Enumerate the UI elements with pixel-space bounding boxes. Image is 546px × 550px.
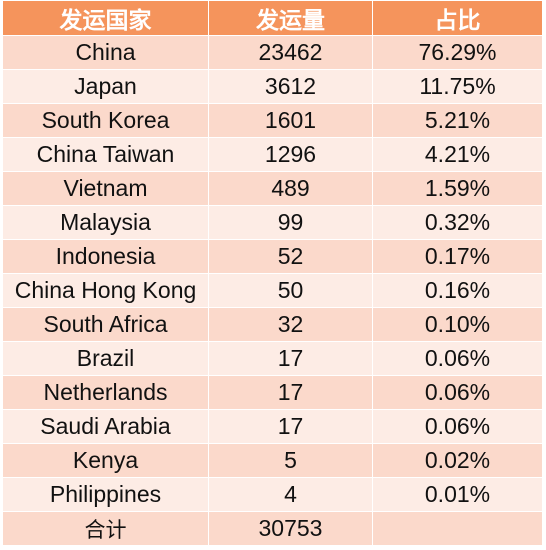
- cell-country: China Taiwan: [2, 137, 209, 172]
- table-row: Japan 3612 11.75%: [2, 69, 543, 104]
- table-row: South Africa 32 0.10%: [2, 307, 543, 342]
- header-country: 发运国家: [2, 0, 209, 36]
- cell-share: 1.59%: [372, 171, 543, 206]
- total-label: 合计: [2, 511, 209, 546]
- cell-country: Japan: [2, 69, 209, 104]
- cell-country: Vietnam: [2, 171, 209, 206]
- cell-country: Indonesia: [2, 239, 209, 274]
- cell-country: South Korea: [2, 103, 209, 138]
- cell-share: 0.16%: [372, 273, 543, 308]
- cell-share: 4.21%: [372, 137, 543, 172]
- cell-volume: 4: [208, 477, 373, 512]
- cell-share: 0.10%: [372, 307, 543, 342]
- cell-volume: 17: [208, 341, 373, 376]
- cell-share: 76.29%: [372, 35, 543, 70]
- table-row: China Taiwan 1296 4.21%: [2, 137, 543, 172]
- cell-share: 0.32%: [372, 205, 543, 240]
- cell-country: Philippines: [2, 477, 209, 512]
- table-row: Malaysia 99 0.32%: [2, 205, 543, 240]
- cell-share: 0.02%: [372, 443, 543, 478]
- total-volume: 30753: [208, 511, 373, 546]
- cell-share: 11.75%: [372, 69, 543, 104]
- cell-share: 5.21%: [372, 103, 543, 138]
- cell-country: Kenya: [2, 443, 209, 478]
- cell-volume: 1601: [208, 103, 373, 138]
- table-row: Netherlands 17 0.06%: [2, 375, 543, 410]
- cell-volume: 17: [208, 409, 373, 444]
- header-row: 发运国家 发运量 占比: [2, 0, 543, 36]
- table-row: Vietnam 489 1.59%: [2, 171, 543, 206]
- cell-share: 0.01%: [372, 477, 543, 512]
- header-share: 占比: [372, 0, 543, 36]
- table-row: Philippines 4 0.01%: [2, 477, 543, 512]
- table-row: Saudi Arabia 17 0.06%: [2, 409, 543, 444]
- table-header: 发运国家 发运量 占比: [2, 0, 543, 36]
- cell-volume: 5: [208, 443, 373, 478]
- total-share: [372, 511, 543, 546]
- cell-country: Brazil: [2, 341, 209, 376]
- cell-share: 0.06%: [372, 375, 543, 410]
- table-body: China 23462 76.29% Japan 3612 11.75% South Kor…: [2, 35, 543, 546]
- header-volume: 发运量: [208, 0, 373, 36]
- cell-share: 0.06%: [372, 409, 543, 444]
- cell-country: Saudi Arabia: [2, 409, 209, 444]
- cell-country: Netherlands: [2, 375, 209, 410]
- table-row: China 23462 76.29%: [2, 35, 543, 70]
- cell-volume: 3612: [208, 69, 373, 104]
- cell-country: China: [2, 35, 209, 70]
- table-row: China Hong Kong 50 0.16%: [2, 273, 543, 308]
- table-row: Kenya 5 0.02%: [2, 443, 543, 478]
- cell-volume: 1296: [208, 137, 373, 172]
- cell-country: Malaysia: [2, 205, 209, 240]
- cell-country: South Africa: [2, 307, 209, 342]
- cell-volume: 52: [208, 239, 373, 274]
- cell-volume: 32: [208, 307, 373, 342]
- cell-volume: 17: [208, 375, 373, 410]
- table-row: Indonesia 52 0.17%: [2, 239, 543, 274]
- cell-share: 0.06%: [372, 341, 543, 376]
- cell-share: 0.17%: [372, 239, 543, 274]
- cell-volume: 23462: [208, 35, 373, 70]
- cell-volume: 489: [208, 171, 373, 206]
- table-row: South Korea 1601 5.21%: [2, 103, 543, 138]
- table-row: Brazil 17 0.06%: [2, 341, 543, 376]
- cell-volume: 50: [208, 273, 373, 308]
- cell-country: China Hong Kong: [2, 273, 209, 308]
- total-row: 合计 30753: [2, 511, 543, 546]
- cell-volume: 99: [208, 205, 373, 240]
